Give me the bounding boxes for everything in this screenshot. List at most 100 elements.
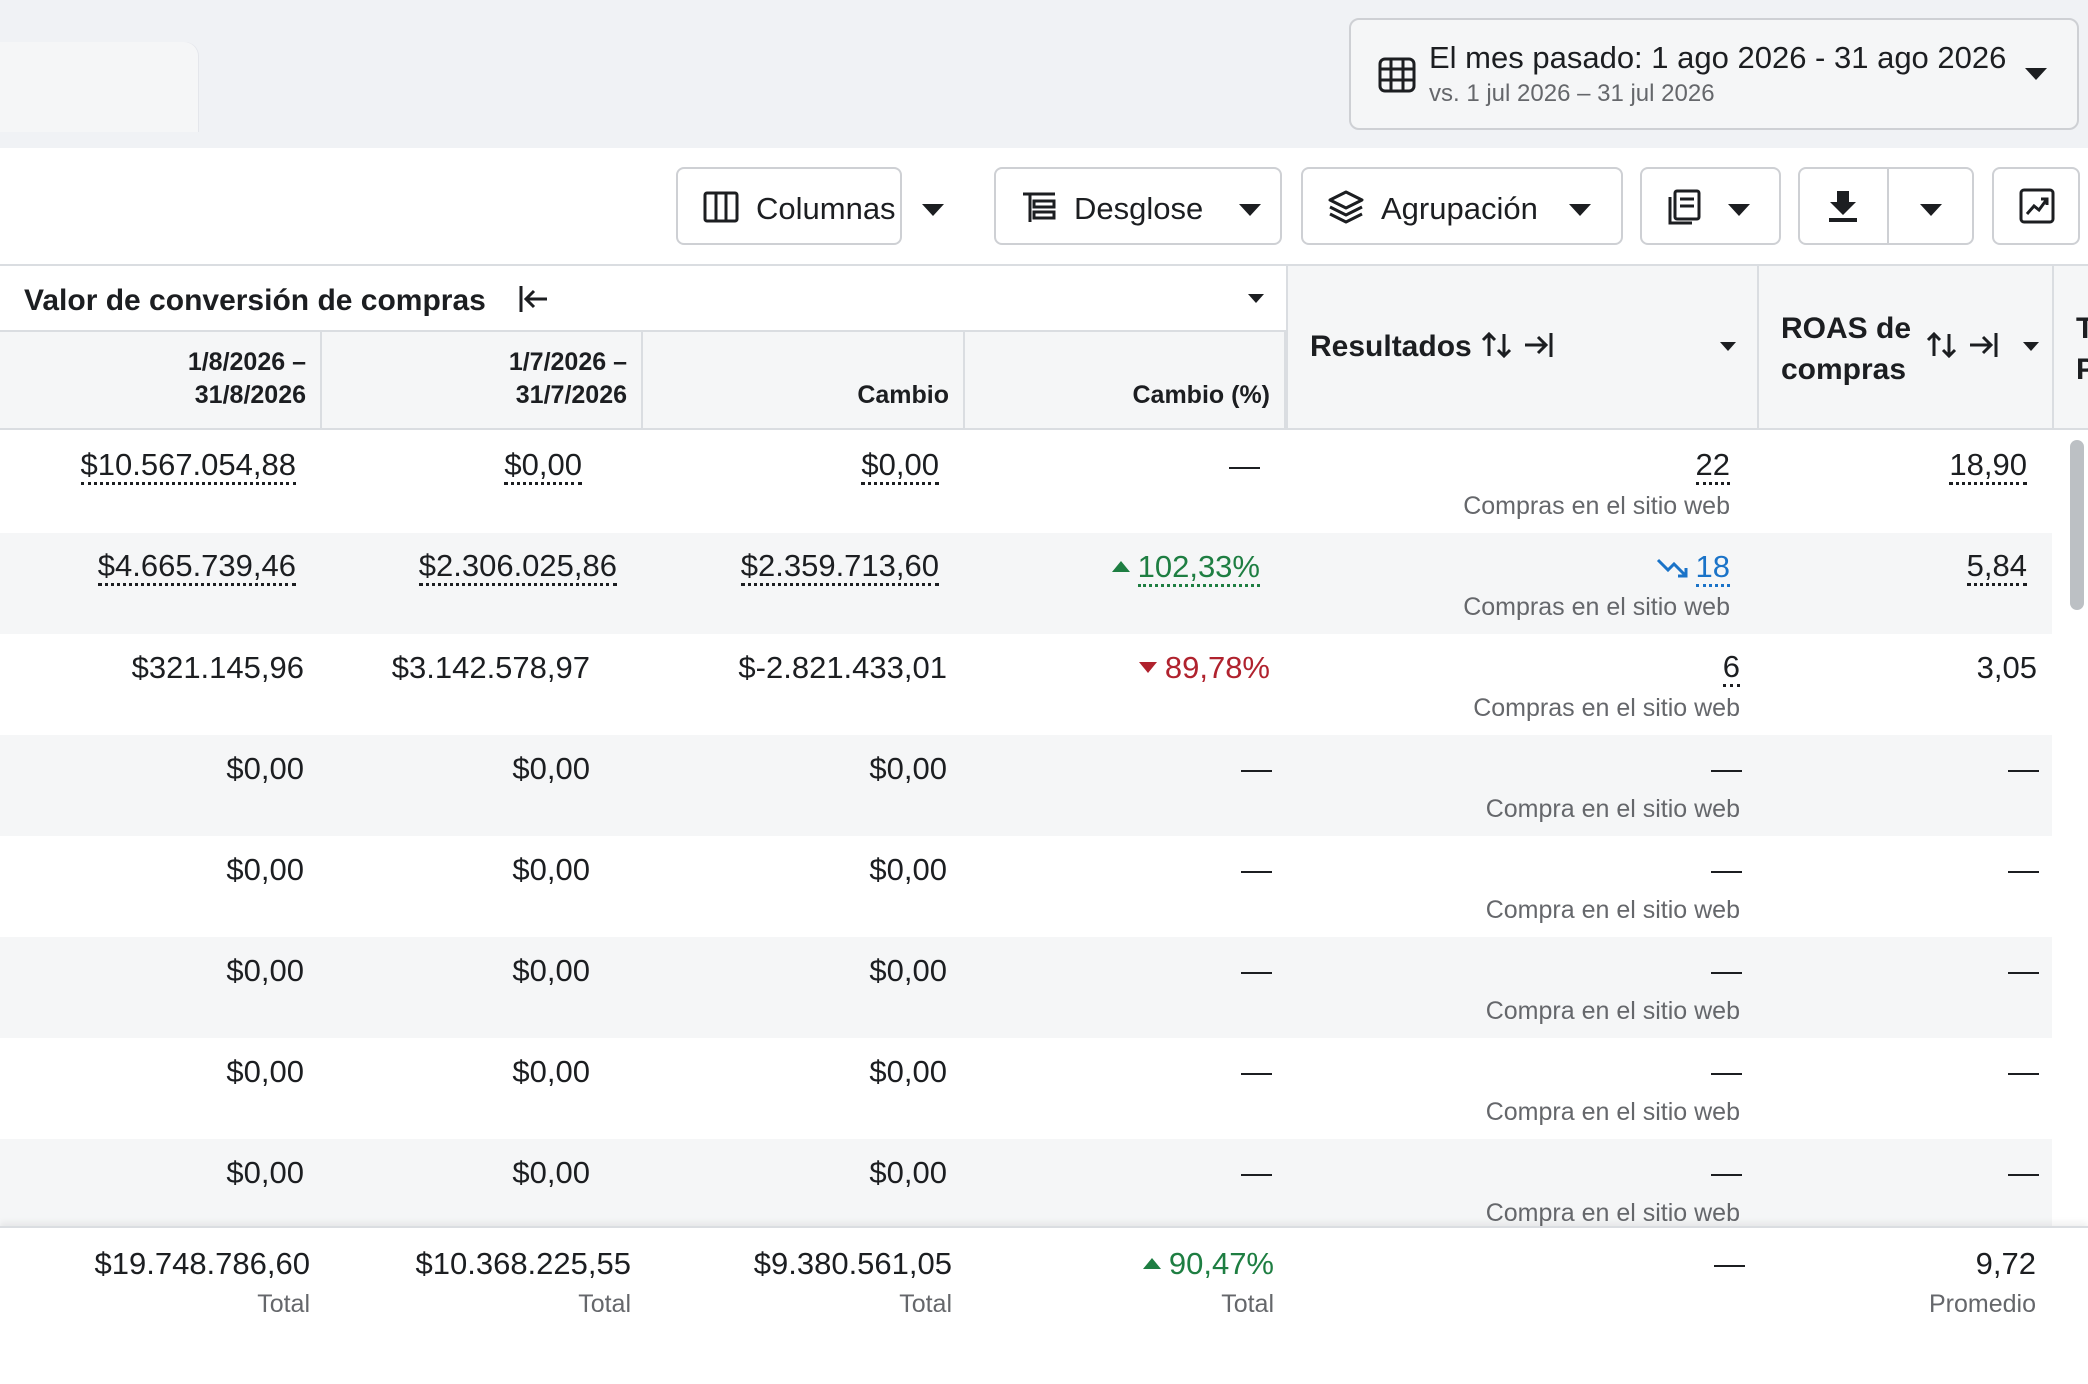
results-column-header[interactable]: Resultados xyxy=(1286,264,1757,430)
results-menu-caret-icon[interactable] xyxy=(1720,342,1736,351)
cell-results: — xyxy=(1711,751,1742,786)
clipped-header-l1: T xyxy=(2076,308,2088,349)
chart-view-button[interactable] xyxy=(1992,167,2080,245)
clipped-header-l2: P xyxy=(2076,349,2088,390)
total-roas-sub: Promedio xyxy=(1929,1290,2036,1318)
change-pct-value: 102,33% xyxy=(1137,549,1260,587)
cell-results[interactable]: 6 xyxy=(1722,650,1740,687)
subcol-current-period[interactable]: 1/8/2026 – 31/8/2026 xyxy=(0,332,322,428)
subcol-current-l2: 31/8/2026 xyxy=(194,381,306,409)
expand-right-icon[interactable] xyxy=(1967,330,2001,360)
subcol-change[interactable]: Cambio xyxy=(643,332,965,428)
previous-tab-area[interactable] xyxy=(0,42,198,132)
total-roas: 9,72 xyxy=(1975,1246,2036,1281)
cell-previous: $0,00 xyxy=(512,1054,590,1089)
clipped-column-header[interactable]: T P xyxy=(2052,264,2088,430)
cell-change-pct: 89,78% xyxy=(1138,650,1270,686)
layers-icon xyxy=(1328,190,1364,224)
cell-current[interactable]: $10.567.054,88 xyxy=(80,448,296,485)
table-row[interactable]: $0,00 $0,00 $0,00 — — Compra en el sitio… xyxy=(0,1139,2052,1240)
split-divider xyxy=(1887,169,1889,243)
cell-previous: $0,00 xyxy=(512,751,590,786)
cell-change-pct[interactable]: 102,33% xyxy=(1111,549,1260,587)
increase-arrow-icon xyxy=(1111,561,1130,572)
cell-change: $0,00 xyxy=(869,751,947,786)
cell-results[interactable]: 22 xyxy=(1695,448,1730,485)
table-row[interactable]: $4.665.739,46 $2.306.025,86 $2.359.713,6… xyxy=(0,533,2052,634)
collapse-left-icon[interactable] xyxy=(516,282,550,316)
cell-change[interactable]: $0,00 xyxy=(861,448,939,485)
sort-icon[interactable] xyxy=(1480,330,1514,360)
subcolumn-header-row: 1/8/2026 –31/8/2026 1/7/2026 –31/7/2026 … xyxy=(0,332,1286,430)
table-row[interactable]: $0,00 $0,00 $0,00 — — Compra en el sitio… xyxy=(0,1038,2052,1139)
chevron-down-icon xyxy=(1728,204,1750,216)
table-row[interactable]: $0,00 $0,00 $0,00 — — Compra en el sitio… xyxy=(0,937,2052,1038)
table-row[interactable]: $10.567.054,88 $0,00 $0,00 — 22 Compras … xyxy=(0,432,2052,533)
table-row[interactable]: $0,00 $0,00 $0,00 — — Compra en el sitio… xyxy=(0,735,2052,836)
cell-change[interactable]: $2.359.713,60 xyxy=(740,549,939,586)
results-value: 18 xyxy=(1695,549,1730,587)
cell-current[interactable]: $4.665.739,46 xyxy=(97,549,296,586)
expand-right-icon[interactable] xyxy=(1522,330,1556,360)
cell-previous[interactable]: $0,00 xyxy=(504,448,582,485)
cell-previous: $0,00 xyxy=(512,852,590,887)
reports-button[interactable] xyxy=(1640,167,1781,245)
columns-button[interactable]: Columnas xyxy=(676,167,944,245)
total-current: $19.748.786,60 xyxy=(94,1246,311,1281)
cell-roas: — xyxy=(2008,1155,2039,1190)
cell-change: $-2.821.433,01 xyxy=(738,650,947,685)
cell-results-sub: Compra en el sitio web xyxy=(1485,1098,1740,1126)
date-range-picker[interactable]: El mes pasado: 1 ago 2026 - 31 ago 2026 … xyxy=(1349,18,2079,130)
cell-previous[interactable]: $2.306.025,86 xyxy=(418,549,617,586)
table-row[interactable]: $0,00 $0,00 $0,00 — — Compra en el sitio… xyxy=(0,836,2052,937)
total-change: $9.380.561,05 xyxy=(753,1246,952,1281)
cell-results: — xyxy=(1711,852,1742,887)
vertical-scrollbar[interactable] xyxy=(2070,440,2084,610)
total-change-pct-sub: Total xyxy=(1221,1290,1274,1318)
group-menu-caret-icon[interactable] xyxy=(1248,294,1264,303)
decrease-arrow-icon xyxy=(1138,662,1157,673)
total-change-sub: Total xyxy=(899,1290,952,1318)
total-change-pct: 90,47% xyxy=(1142,1246,1274,1282)
column-group-header: Valor de conversión de compras xyxy=(0,264,1286,332)
roas-header-l2: compras xyxy=(1781,353,1907,386)
cell-previous: $0,00 xyxy=(512,1155,590,1190)
breakdown-button[interactable]: Desglose xyxy=(994,167,1282,245)
cell-change: $0,00 xyxy=(869,953,947,988)
cell-change-pct: — xyxy=(1241,1054,1272,1089)
cell-roas: 3,05 xyxy=(1976,650,2037,685)
columns-label: Columnas xyxy=(756,191,896,226)
cell-change: $0,00 xyxy=(869,1155,947,1190)
roas-column-header[interactable]: ROAS de compras xyxy=(1757,264,2052,430)
cell-roas[interactable]: 18,90 xyxy=(1949,448,2027,485)
cell-results-sub: Compra en el sitio web xyxy=(1485,997,1740,1025)
cell-change: $0,00 xyxy=(869,1054,947,1089)
subcol-previous-period[interactable]: 1/7/2026 – 31/7/2026 xyxy=(322,332,643,428)
cell-roas[interactable]: 5,84 xyxy=(1966,549,2027,586)
export-button[interactable] xyxy=(1800,169,1887,243)
cell-results: — xyxy=(1711,953,1742,988)
reports-icon xyxy=(1668,189,1701,225)
table-row[interactable]: $321.145,96 $3.142.578,97 $-2.821.433,01… xyxy=(0,634,2052,735)
export-options-button[interactable] xyxy=(1889,169,1974,243)
roas-menu-caret-icon[interactable] xyxy=(2023,342,2039,351)
total-previous-sub: Total xyxy=(578,1290,631,1318)
cell-current: $0,00 xyxy=(226,953,304,988)
subcol-change-pct[interactable]: Cambio (%) xyxy=(965,332,1286,428)
cell-current: $0,00 xyxy=(226,852,304,887)
grouping-button[interactable]: Agrupación xyxy=(1301,167,1623,245)
cell-change-pct: — xyxy=(1241,852,1272,887)
breakdown-icon xyxy=(1023,192,1056,222)
cell-change-pct: — xyxy=(1241,751,1272,786)
cell-results[interactable]: 18 xyxy=(1656,549,1730,587)
total-current-sub: Total xyxy=(257,1290,310,1318)
cell-current: $321.145,96 xyxy=(131,650,304,685)
columns-icon xyxy=(703,191,739,223)
total-previous: $10.368.225,55 xyxy=(415,1246,632,1281)
cell-current: $0,00 xyxy=(226,751,304,786)
chevron-down-icon xyxy=(2025,68,2047,80)
cell-roas: — xyxy=(2008,751,2039,786)
sort-icon[interactable] xyxy=(1925,330,1959,360)
roas-header-l1: ROAS de xyxy=(1781,312,1912,345)
cell-results-sub: Compras en el sitio web xyxy=(1463,593,1730,621)
